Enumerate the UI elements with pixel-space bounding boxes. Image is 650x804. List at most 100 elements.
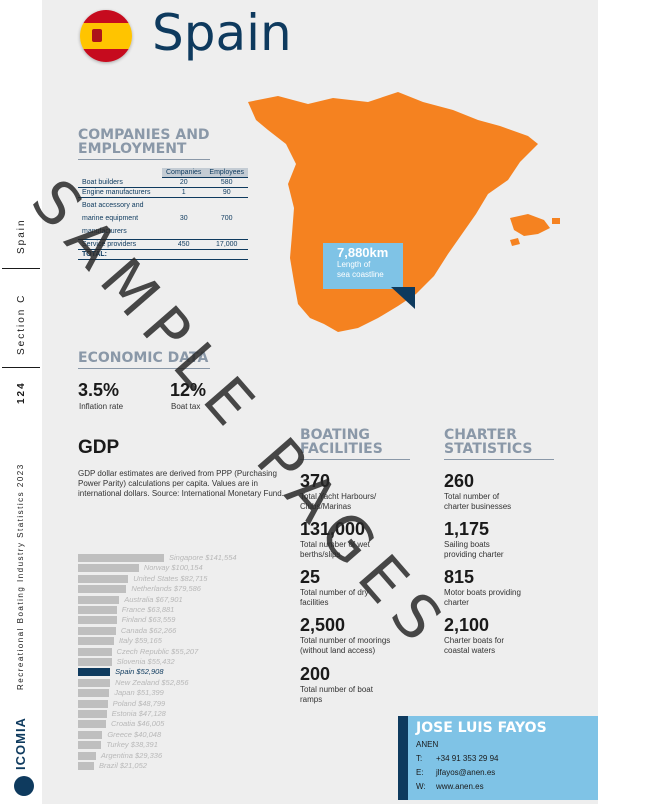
gdp-bar-label: Spain $52,908 [115, 667, 164, 677]
contact-box: JOSE LUIS FAYOS ANEN T: +34 91 353 29 94 … [398, 716, 598, 800]
gdp-bar [78, 762, 94, 770]
gdp-bar [78, 637, 114, 646]
gdp-bar [78, 626, 116, 635]
gdp-bar [78, 751, 96, 760]
table-total-row: TOTAL: [78, 249, 249, 260]
companies-heading-line2: EMPLOYMENT [78, 142, 210, 160]
gdp-bar-label: France $63,881 [121, 605, 175, 614]
gdp-bar-label: Estonia $47,128 [111, 709, 166, 718]
charter-value: 1,175 [444, 519, 490, 539]
gdp-bar-label: New Zealand $52,856 [115, 677, 189, 687]
gdp-bar [78, 710, 107, 718]
menorca-shape [552, 218, 560, 224]
boating-heading-line1: BOATING [300, 427, 370, 443]
gdp-bar [78, 658, 112, 666]
gdp-bar-label: Singapore $141,554 [169, 553, 237, 562]
gdp-bar [78, 730, 103, 739]
gdp-bar-label: United States $82,715 [133, 573, 208, 583]
boating-heading: BOATING FACILITIES [300, 428, 410, 460]
sidebar-section-label: Section C [16, 293, 27, 355]
boating-value: 200 [300, 664, 331, 684]
contact-org: ANEN [416, 740, 439, 749]
sidebar-page-number: 124 [16, 381, 27, 404]
gdp-bar-label: Australia $67,901 [124, 594, 183, 604]
charter-heading-line1: CHARTER [444, 427, 517, 443]
gdp-bar-label: Italy $59,165 [118, 636, 162, 646]
table-row: Boat builders 20 580 [78, 177, 249, 188]
charter-heading: CHARTER STATISTICS [444, 428, 554, 460]
sidebar: Spain Section C 124 Recreational Boating… [0, 0, 42, 804]
gdp-bar [78, 616, 117, 625]
companies-heading-line1: COMPANIES AND [78, 127, 210, 143]
gdp-bar-label: Brazil $21,052 [99, 761, 147, 770]
boating-value: 25 [300, 567, 321, 587]
inflation-label: Inflation rate [79, 402, 124, 411]
contact-phone-row: T: +34 91 353 29 94 [416, 754, 499, 763]
gdp-bar-label: Japan $51,399 [114, 688, 164, 698]
boating-heading-line2: FACILITIES [300, 442, 410, 460]
charter-value: 2,100 [444, 615, 490, 635]
spain-map [248, 92, 560, 332]
ibiza-shape [510, 238, 520, 246]
contact-email[interactable]: jlfayos@anen.es [436, 768, 496, 777]
gdp-bar-label: Argentina $29,336 [100, 750, 163, 760]
charter-value: 815 [444, 567, 475, 587]
gdp-bar-label: Poland $48,799 [112, 698, 166, 708]
coastline-callout: 7,880km Length of sea coastline [323, 243, 403, 289]
gdp-bar-label: Norway $100,154 [143, 563, 203, 573]
gdp-bar [78, 720, 106, 729]
contact-phone: +34 91 353 29 94 [436, 754, 499, 763]
icomia-logo-icon [14, 776, 34, 796]
boating-value: 131,000 [300, 519, 366, 539]
gdp-bar [78, 606, 117, 614]
companies-heading: COMPANIES AND EMPLOYMENT [78, 128, 210, 160]
gdp-bar [78, 585, 127, 594]
charter-label: Sailing boats providing charter [444, 540, 504, 559]
gdp-bar [78, 564, 139, 573]
contact-accent-bar [398, 716, 408, 800]
gdp-bar [78, 689, 110, 698]
gdp-title: GDP [78, 437, 120, 458]
boating-label: Total number of moorings (without land a… [300, 636, 391, 655]
gdp-bar [78, 595, 120, 604]
contact-website[interactable]: www.anen.es [436, 782, 484, 791]
gdp-bar [78, 699, 108, 708]
table-row: Engine manufacturers 1 90 [78, 187, 249, 198]
callout-pointer [391, 287, 415, 309]
charter-label: Motor boats providing charter [444, 588, 521, 607]
gdp-bar [78, 668, 111, 677]
page-margin [598, 0, 650, 804]
gdp-bar [78, 678, 111, 687]
coastline-label-2: sea coastline [337, 270, 384, 279]
contact-email-row: E: jlfayos@anen.es [416, 768, 495, 777]
coastline-label-1: Length of [337, 260, 371, 269]
mallorca-shape [510, 214, 550, 236]
contact-web-row: W: www.anen.es [416, 782, 484, 791]
boat-tax-label: Boat tax [171, 402, 201, 411]
web-key: W: [416, 782, 426, 791]
sidebar-publication: Recreational Boating Industry Statistics… [16, 463, 25, 690]
gdp-bar-label: Slovenia $55,432 [116, 657, 175, 666]
gdp-description: GDP dollar estimates are derived from PP… [78, 469, 284, 498]
charter-label: Total number of charter businesses [444, 492, 512, 511]
spain-flag-icon [80, 10, 132, 62]
gdp-bar [78, 554, 164, 562]
phone-key: T: [416, 754, 423, 763]
table-row: Boat accessory and marine equipment manufa… [78, 197, 249, 240]
boating-label: Total number of wet berths/slips [300, 540, 370, 559]
sidebar-divider [2, 367, 40, 368]
boating-value: 370 [300, 471, 331, 491]
gdp-bar-label: Canada $62,266 [120, 625, 177, 635]
coastline-value: 7,880km [337, 245, 389, 260]
gdp-bar-label: Finland $63,559 [121, 615, 176, 625]
gdp-bar-label: Netherlands $79,586 [131, 584, 201, 594]
boating-label: Total Yacht Harbours/ Clubs/Marinas [300, 492, 377, 511]
boating-label: Total number of boat ramps [300, 685, 373, 704]
gdp-bar-label: Czech Republic $55,207 [116, 646, 199, 656]
gdp-bar-label: Croatia $46,005 [110, 719, 165, 729]
table-row: Service providers 450 17,000 [78, 239, 249, 250]
inflation-value: 3.5% [78, 380, 120, 400]
gdp-bar [78, 647, 112, 656]
page-title: Spain [152, 4, 292, 62]
